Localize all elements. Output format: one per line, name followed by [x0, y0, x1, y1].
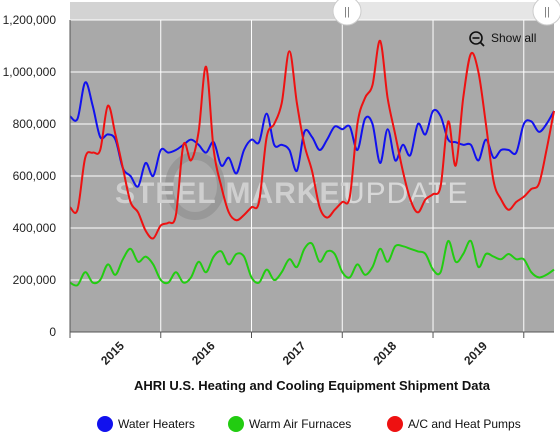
x-tick-label: 2017 — [280, 339, 309, 368]
y-tick-label: 1,200,000 — [3, 13, 57, 27]
x-tick-label: 2016 — [189, 339, 218, 368]
legend-marker — [387, 416, 403, 432]
legend-label: Warm Air Furnaces — [249, 417, 351, 431]
legend-marker — [97, 416, 113, 432]
show-all-label: Show all — [491, 31, 536, 45]
x-tick-label: 2019 — [461, 339, 490, 368]
x-tick-label: 2018 — [370, 339, 399, 368]
y-tick-label: 200,000 — [13, 273, 57, 287]
zoom-out-icon-handle — [479, 41, 485, 47]
navigator-handle-right-glyph: || — [544, 6, 550, 18]
navigator-handle-left-glyph: || — [344, 6, 350, 18]
series-line-2 — [69, 39, 555, 240]
axes: 0 200,000 400,000 600,000 800,000 1,000,000 1,… — [3, 13, 554, 368]
series-layer — [69, 39, 555, 287]
legend-item[interactable]: A/C and Heat Pumps — [387, 416, 521, 432]
y-tick-label: 600,000 — [13, 169, 57, 183]
watermark-text-steel: STEEL MARKET — [115, 177, 360, 210]
series-line-0 — [69, 81, 555, 188]
legend: Water Heaters Warm Air Furnaces A/C and He… — [97, 416, 521, 432]
navigator-range[interactable] — [70, 2, 348, 20]
y-tick-label: 0 — [49, 325, 56, 339]
zoom-out-icon — [469, 31, 483, 45]
series-line-1 — [69, 239, 555, 287]
y-tick-label: 800,000 — [13, 117, 57, 131]
legend-label: Water Heaters — [118, 417, 195, 431]
y-tick-label: 400,000 — [13, 221, 57, 235]
legend-marker — [228, 416, 244, 432]
legend-item[interactable]: Water Heaters — [97, 416, 195, 432]
y-tick-label: 1,000,000 — [3, 65, 57, 79]
navigator-handle-left[interactable]: || — [332, 0, 362, 26]
navigator-handle-right[interactable]: || — [532, 0, 560, 26]
chart-title: AHRI U.S. Heating and Cooling Equipment … — [134, 378, 491, 393]
legend-label: A/C and Heat Pumps — [408, 417, 521, 431]
legend-item[interactable]: Warm Air Furnaces — [228, 416, 351, 432]
show-all-button[interactable]: Show all — [469, 31, 536, 47]
x-tick-label: 2015 — [98, 339, 127, 368]
